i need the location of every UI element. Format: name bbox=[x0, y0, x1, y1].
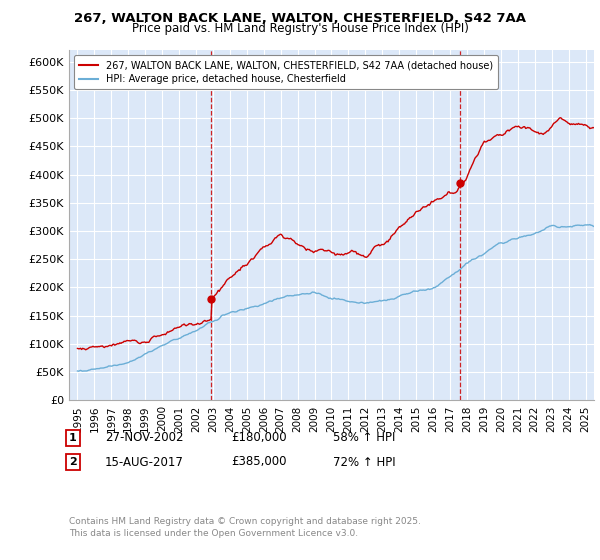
Text: 27-NOV-2002: 27-NOV-2002 bbox=[105, 431, 184, 445]
Text: 2: 2 bbox=[451, 62, 459, 72]
Text: 267, WALTON BACK LANE, WALTON, CHESTERFIELD, S42 7AA: 267, WALTON BACK LANE, WALTON, CHESTERFI… bbox=[74, 12, 526, 25]
Text: 58% ↑ HPI: 58% ↑ HPI bbox=[333, 431, 395, 445]
Text: 15-AUG-2017: 15-AUG-2017 bbox=[105, 455, 184, 469]
Text: £180,000: £180,000 bbox=[231, 431, 287, 445]
Legend: 267, WALTON BACK LANE, WALTON, CHESTERFIELD, S42 7AA (detached house), HPI: Aver: 267, WALTON BACK LANE, WALTON, CHESTERFI… bbox=[74, 55, 498, 89]
Text: £385,000: £385,000 bbox=[231, 455, 287, 469]
Text: Price paid vs. HM Land Registry's House Price Index (HPI): Price paid vs. HM Land Registry's House … bbox=[131, 22, 469, 35]
Text: 1: 1 bbox=[202, 62, 210, 72]
Text: 72% ↑ HPI: 72% ↑ HPI bbox=[333, 455, 395, 469]
Text: Contains HM Land Registry data © Crown copyright and database right 2025.
This d: Contains HM Land Registry data © Crown c… bbox=[69, 517, 421, 538]
Text: 1: 1 bbox=[69, 433, 77, 443]
Text: 2: 2 bbox=[69, 457, 77, 467]
